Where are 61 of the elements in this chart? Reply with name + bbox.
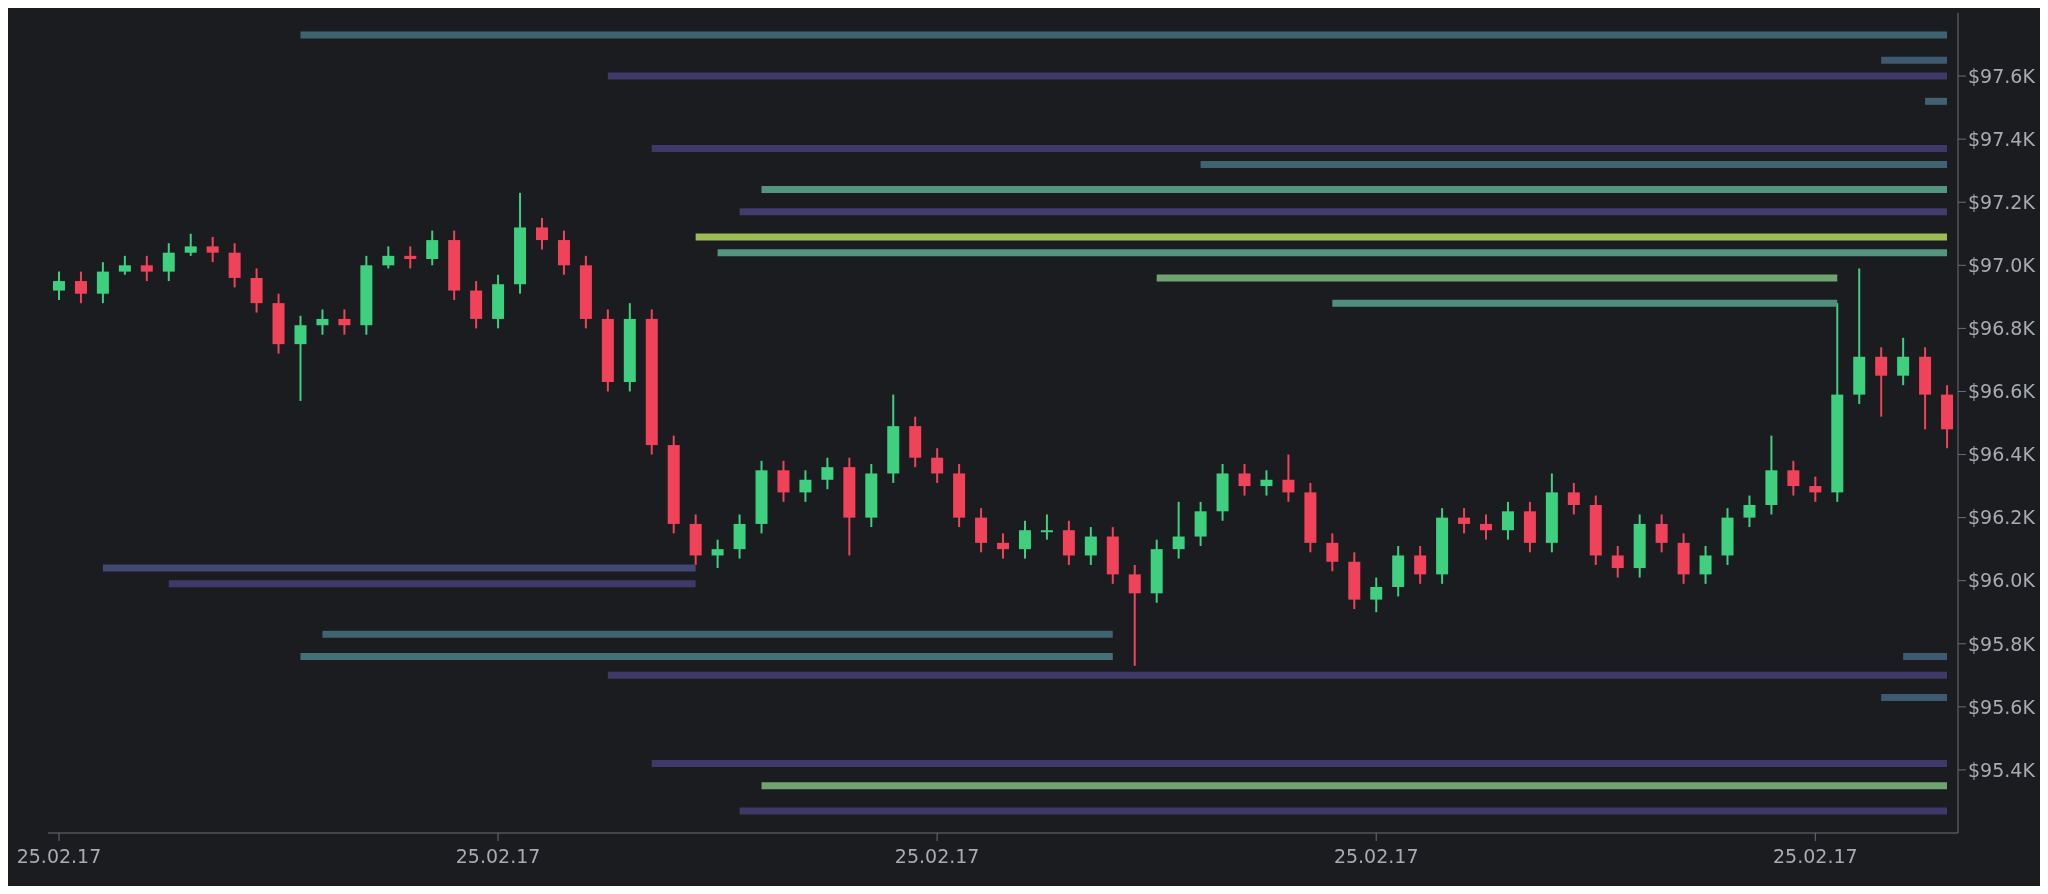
y-tick-label: $97.6K bbox=[1968, 64, 2036, 87]
y-tick-label: $97.2K bbox=[1968, 190, 2036, 213]
y-tick-label: $96.2K bbox=[1968, 506, 2036, 529]
candlestick bbox=[1567, 481, 1580, 516]
candlestick bbox=[799, 469, 812, 503]
candlestick bbox=[162, 242, 175, 283]
candlestick bbox=[1480, 513, 1493, 541]
candlestick bbox=[1018, 519, 1031, 560]
candlestick bbox=[206, 235, 219, 264]
candlestick bbox=[1875, 346, 1888, 418]
candlestick bbox=[1128, 563, 1141, 667]
candlestick bbox=[1084, 526, 1097, 566]
candlestick bbox=[338, 308, 351, 336]
candlestick bbox=[140, 254, 153, 283]
x-tick-label: 25.02.17 bbox=[1772, 845, 1858, 867]
candlestick bbox=[316, 308, 329, 336]
candlestick bbox=[1787, 459, 1800, 497]
candlestick bbox=[426, 229, 439, 267]
y-tick-label: $96.8K bbox=[1968, 317, 2036, 340]
candlestick bbox=[1501, 500, 1514, 541]
y-tick-label: $95.6K bbox=[1968, 695, 2036, 718]
candlestick bbox=[96, 261, 109, 305]
candlestick bbox=[1282, 453, 1295, 503]
candlestick bbox=[777, 459, 790, 503]
x-tick-label: 25.02.17 bbox=[16, 845, 102, 867]
y-tick-label: $96.4K bbox=[1968, 443, 2036, 466]
candlestick bbox=[404, 245, 417, 270]
candlestick bbox=[1172, 500, 1185, 560]
candlestick bbox=[711, 538, 724, 570]
candlestick bbox=[1040, 513, 1053, 541]
x-tick-label: 25.02.17 bbox=[894, 845, 980, 867]
candlestick bbox=[1414, 545, 1427, 585]
y-tick-label: $95.4K bbox=[1968, 758, 2036, 781]
candlestick bbox=[294, 314, 307, 402]
candlestick bbox=[997, 532, 1010, 560]
candlestick bbox=[74, 270, 87, 305]
candlestick bbox=[931, 447, 944, 484]
y-tick-label: $96.6K bbox=[1968, 380, 2036, 403]
candlestick bbox=[821, 456, 834, 491]
candlestick bbox=[118, 254, 131, 276]
y-tick-label: $95.8K bbox=[1968, 632, 2036, 655]
y-tick-label: $97.4K bbox=[1968, 127, 2036, 150]
candlestick bbox=[53, 270, 65, 301]
candlestick bbox=[1238, 463, 1251, 497]
candlestick bbox=[1326, 532, 1339, 573]
y-tick-label: $96.0K bbox=[1968, 569, 2036, 592]
candlestick bbox=[1743, 494, 1756, 529]
candlestick bbox=[1897, 336, 1910, 387]
candlestick bbox=[1699, 545, 1712, 585]
candlestick bbox=[1260, 469, 1273, 497]
candlestick bbox=[535, 217, 548, 251]
candlestick bbox=[1458, 507, 1471, 535]
candlestick bbox=[1655, 513, 1668, 554]
candlestick bbox=[1611, 545, 1624, 579]
candlestick bbox=[1809, 475, 1822, 503]
candlestick bbox=[184, 232, 197, 257]
y-tick-label: $97.0K bbox=[1968, 254, 2036, 277]
candlestick bbox=[382, 245, 395, 270]
x-tick-label: 25.02.17 bbox=[455, 845, 541, 867]
candlestick bbox=[1370, 576, 1383, 614]
x-tick-label: 25.02.17 bbox=[1333, 845, 1419, 867]
